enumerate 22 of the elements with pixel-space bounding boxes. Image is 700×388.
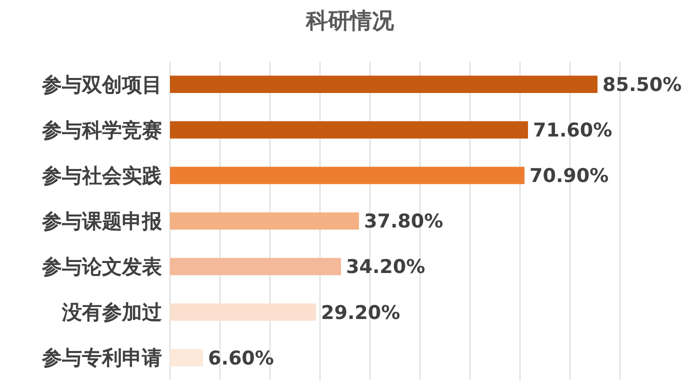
data-label: 71.60%: [533, 120, 612, 142]
bar: [170, 303, 316, 321]
bar: [170, 76, 598, 93]
bar: [170, 349, 203, 366]
y-tick-label: 参与专利申请: [41, 346, 162, 370]
y-tick-label: 参与社会实践: [41, 163, 162, 188]
data-label: 6.60%: [208, 347, 274, 370]
y-tick-label: 没有参加过: [61, 300, 163, 324]
data-label: 34.20%: [346, 256, 426, 278]
y-tick-label: 参与课题申报: [41, 209, 163, 233]
bar: [170, 258, 341, 276]
bar: [170, 121, 528, 139]
data-label: 85.50%: [602, 74, 682, 96]
data-label: 70.90%: [530, 165, 609, 188]
data-label: 37.80%: [364, 210, 444, 233]
data-label: 29.20%: [321, 302, 400, 324]
bar: [170, 212, 359, 230]
y-tick-label: 参与科学竞赛: [41, 118, 162, 142]
bar: [170, 166, 524, 184]
y-tick-label: 参与论文发表: [41, 254, 162, 279]
chart-title: 科研情况: [305, 9, 395, 34]
y-tick-label: 参与双创项目: [41, 72, 162, 96]
